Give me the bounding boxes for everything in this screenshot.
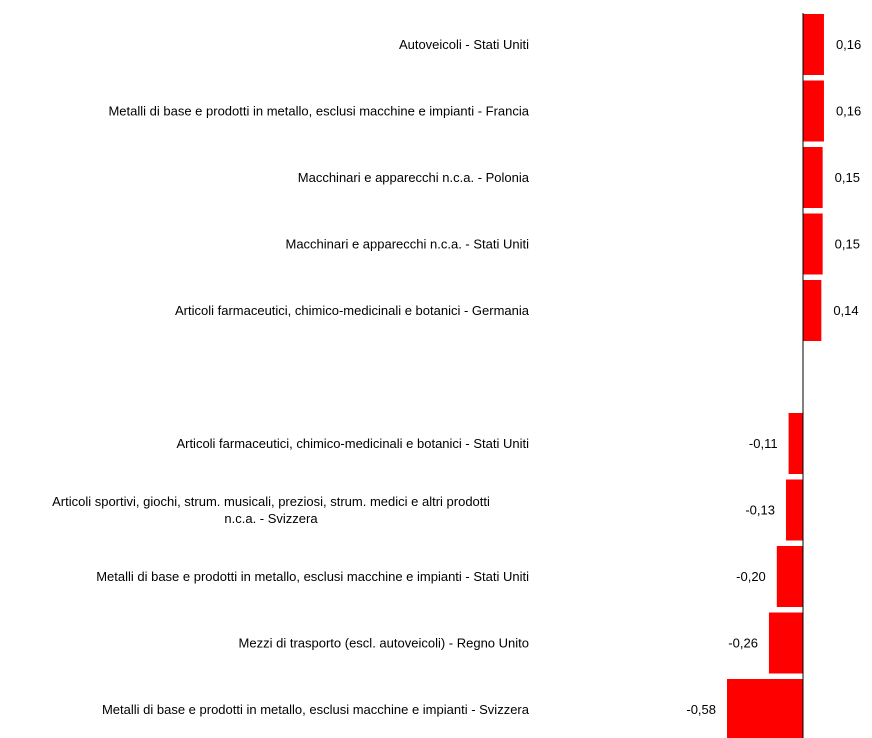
data-label: 0,15 <box>835 170 860 185</box>
data-label: -0,20 <box>736 569 766 584</box>
category-label-line: Macchinari e apparecchi n.c.a. - Polonia <box>298 170 530 185</box>
bar <box>768 612 803 674</box>
bar <box>803 14 824 75</box>
data-label: 0,15 <box>835 237 860 252</box>
category-label: Macchinari e apparecchi n.c.a. - Polonia <box>298 170 530 185</box>
category-label-line: Mezzi di trasporto (escl. autoveicoli) -… <box>239 636 529 651</box>
category-label-line: Autoveicoli - Stati Uniti <box>399 37 529 52</box>
data-label: -0,11 <box>749 436 778 451</box>
category-label-line: Macchinari e apparecchi n.c.a. - Stati U… <box>286 237 530 252</box>
data-label: -0,26 <box>728 636 758 651</box>
bar <box>803 213 823 275</box>
data-label: -0,58 <box>686 702 716 717</box>
value-labels: 0,16 0,16 0,15 0,15 0,14 -0,11 -0,13 -0,20 -0,26… <box>686 37 861 717</box>
category-labels: Autoveicoli - Stati Uniti Metalli di base… <box>52 37 530 717</box>
data-label: -0,13 <box>745 503 775 518</box>
category-label: Articoli farmaceutici, chimico-medicinal… <box>175 303 530 318</box>
category-label: Mezzi di trasporto (escl. autoveicoli) -… <box>239 636 529 651</box>
category-label-line: Metalli di base e prodotti in metallo, e… <box>96 569 529 584</box>
category-label: Articoli farmaceutici, chimico-medicinal… <box>176 436 529 451</box>
bars <box>727 14 824 738</box>
category-label: Metalli di base e prodotti in metallo, e… <box>108 104 529 119</box>
bar <box>803 280 822 341</box>
category-label: Macchinari e apparecchi n.c.a. - Stati U… <box>286 237 530 252</box>
category-label-line: n.c.a. - Svizzera <box>224 511 318 526</box>
category-label: Metalli di base e prodotti in metallo, e… <box>102 702 530 717</box>
bar <box>803 147 823 208</box>
bar <box>803 80 824 142</box>
category-label-line: Articoli farmaceutici, chimico-medicinal… <box>176 436 529 451</box>
category-label-line: Metalli di base e prodotti in metallo, e… <box>102 702 530 717</box>
data-label: 0,16 <box>836 37 861 52</box>
data-label: 0,14 <box>833 303 858 318</box>
category-label: Metalli di base e prodotti in metallo, e… <box>96 569 529 584</box>
bar <box>785 479 803 541</box>
bar <box>776 546 803 607</box>
data-label: 0,16 <box>836 104 861 119</box>
category-label-line: Articoli sportivi, giochi, strum. musica… <box>52 494 490 509</box>
category-label: Autoveicoli - Stati Uniti <box>399 37 529 52</box>
bar <box>727 679 803 738</box>
bar <box>788 413 803 474</box>
category-label: Articoli sportivi, giochi, strum. musica… <box>52 494 490 526</box>
category-label-line: Articoli farmaceutici, chimico-medicinal… <box>175 303 530 318</box>
category-label-line: Metalli di base e prodotti in metallo, e… <box>108 104 529 119</box>
